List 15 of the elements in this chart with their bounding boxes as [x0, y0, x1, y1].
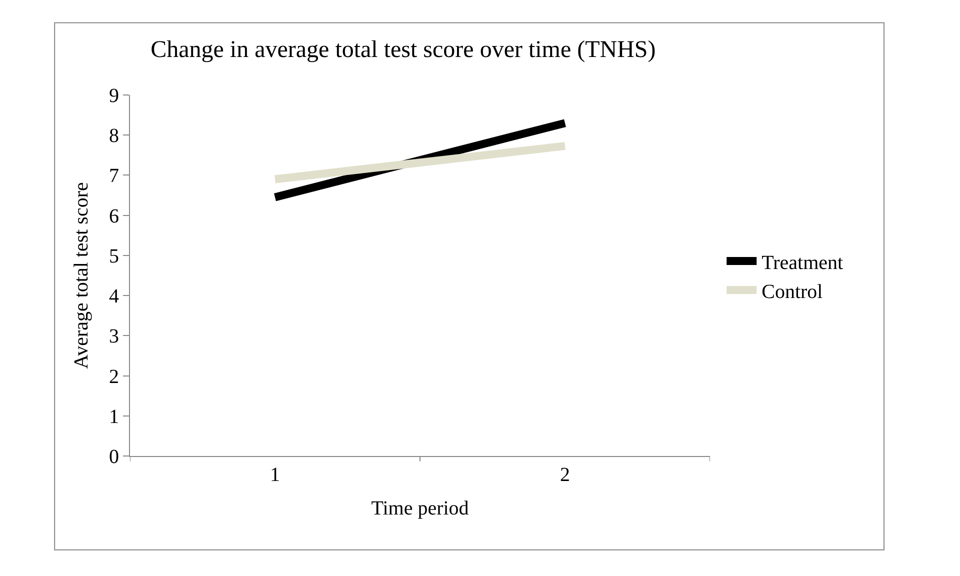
y-tick-label: 2 — [109, 366, 119, 388]
y-tick-label: 0 — [109, 446, 119, 468]
y-axis-title: Average total test score — [70, 182, 92, 369]
y-tick-label: 5 — [109, 245, 119, 268]
y-tick-label: 1 — [109, 406, 119, 428]
y-tick-label: 4 — [109, 286, 119, 308]
legend-label: Control — [762, 280, 824, 303]
legend-label: Treatment — [762, 252, 844, 274]
y-tick-label: 6 — [109, 205, 119, 228]
y-tick-label: 7 — [109, 165, 119, 188]
y-tick-label: 3 — [109, 326, 119, 348]
y-tick-label: 8 — [109, 125, 119, 148]
chart-title: Change in average total test score over time (TNHS) — [150, 37, 656, 64]
y-tick-label: 9 — [109, 85, 119, 107]
x-axis-title: Time period — [371, 498, 469, 520]
